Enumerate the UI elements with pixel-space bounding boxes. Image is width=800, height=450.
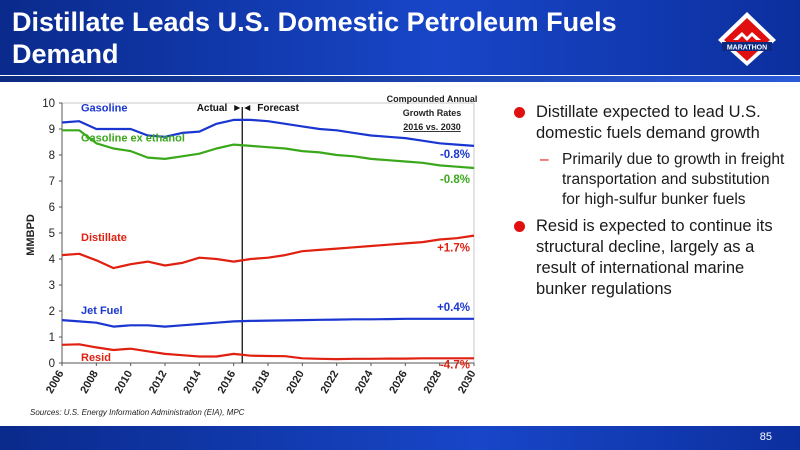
x-tick-label: 2024 xyxy=(353,368,376,396)
logo-wordmark: MARATHON xyxy=(727,45,767,52)
x-tick-label: 2012 xyxy=(147,369,170,396)
footer-bar: 85 xyxy=(0,426,800,450)
series-line-gasoline-ex-ethanol xyxy=(62,129,475,170)
y-tick-label: 2 xyxy=(49,306,55,318)
title-bar-divider xyxy=(0,75,800,82)
series-label: Gasoline xyxy=(81,103,127,115)
sub-bullet-text: Primarily due to growth in freight trans… xyxy=(562,151,785,208)
series-label: Distillate xyxy=(81,232,127,244)
cagr-header-line: Compounded Annual xyxy=(387,94,478,104)
series-line-resid xyxy=(61,343,474,361)
y-tick-label: 10 xyxy=(42,98,55,110)
x-tick-label: 2026 xyxy=(387,369,410,396)
dash-icon: – xyxy=(540,151,549,168)
bullet-list: Distillate expected to lead U.S. domesti… xyxy=(512,102,792,306)
bullet-text: Distillate expected to lead U.S. domesti… xyxy=(536,103,761,142)
title-bar xyxy=(0,0,800,75)
series-line-jet-fuel xyxy=(61,317,474,328)
x-tick-label: 2022 xyxy=(319,369,342,396)
x-tick-label: 2006 xyxy=(44,369,67,396)
cagr-label: -4.7% xyxy=(440,359,470,371)
y-tick-label: 3 xyxy=(49,280,55,292)
x-tick-label: 2018 xyxy=(250,369,273,396)
series-line-distillate xyxy=(61,234,475,270)
series-label: Resid xyxy=(81,352,111,364)
bullet-dot-icon xyxy=(514,107,525,118)
source-note: Sources: U.S. Energy Information Adminis… xyxy=(30,408,245,417)
x-tick-label: 2008 xyxy=(78,369,101,396)
y-tick-label: 5 xyxy=(49,228,55,240)
series-line-gasoline xyxy=(61,118,475,147)
cagr-header-line: 2016 vs. 2030 xyxy=(403,122,461,132)
bullet-text: Resid is expected to continue its struct… xyxy=(536,217,773,298)
arrow-left-icon xyxy=(234,105,241,111)
sub-bullet-freight: – Primarily due to growth in freight tra… xyxy=(512,150,792,210)
x-tick-label: 2016 xyxy=(216,369,239,396)
cagr-label: +1.7% xyxy=(437,243,470,255)
y-tick-label: 8 xyxy=(49,150,55,162)
y-tick-label: 9 xyxy=(49,124,55,136)
y-tick-label: 0 xyxy=(49,358,55,370)
x-tick-label: 2020 xyxy=(284,369,307,396)
x-tick-label: 2014 xyxy=(181,368,204,396)
demand-chart: 0 1 2 3 4 5 6 7 8 9 10 2006 2008 2010 2012 2014 2016 2018… xyxy=(25,94,479,396)
bullet-distillate: Distillate expected to lead U.S. domesti… xyxy=(512,102,792,144)
forecast-label: Forecast xyxy=(257,103,299,114)
series-label: Gasoline ex ethanol xyxy=(81,132,185,144)
cagr-label: -0.8% xyxy=(440,149,470,161)
bullet-dot-icon xyxy=(514,221,525,232)
page-number: 85 xyxy=(759,431,772,443)
bullet-resid: Resid is expected to continue its struct… xyxy=(512,216,792,300)
x-tick-label: 2030 xyxy=(456,369,479,396)
cagr-label: +0.4% xyxy=(437,302,470,314)
y-tick-label: 1 xyxy=(49,332,55,344)
actual-label: Actual xyxy=(197,103,228,114)
cagr-header-line: Growth Rates xyxy=(403,108,462,118)
x-tick-label: 2010 xyxy=(113,369,136,396)
slide-title: Distillate Leads U.S. Domestic Petroleum… xyxy=(12,7,617,69)
x-tick-label: 2028 xyxy=(422,369,445,396)
marathon-logo-icon: MARATHON xyxy=(718,12,776,66)
y-tick-label: 4 xyxy=(49,254,56,266)
y-axis-title: MMBPD xyxy=(25,214,37,256)
arrow-right-icon xyxy=(244,105,251,111)
cagr-label: -0.8% xyxy=(440,174,470,186)
series-label: Jet Fuel xyxy=(81,305,123,317)
y-tick-label: 6 xyxy=(49,202,55,214)
y-tick-label: 7 xyxy=(49,176,55,188)
